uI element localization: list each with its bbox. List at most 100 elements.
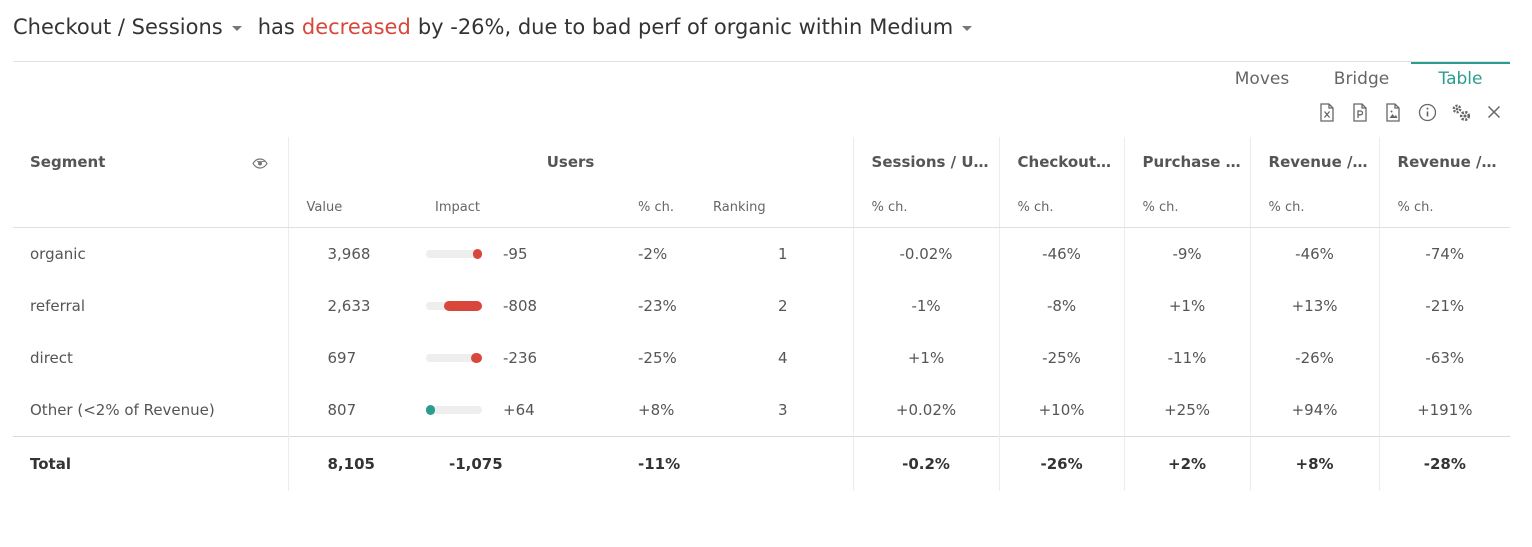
ranking-subheader[interactable]: Ranking (713, 187, 854, 228)
pct-change-subheader[interactable]: % ch. (598, 187, 713, 228)
impact-value: -236 (503, 349, 538, 367)
dimension-selector[interactable]: Medium (869, 15, 973, 39)
impact-value: -95 (503, 245, 528, 263)
users-value: 697 (287, 332, 417, 384)
headline-trend-word: decreased (301, 15, 411, 39)
impact-cell: -95 (417, 228, 598, 281)
metric-pct-revenue-2: +191% (1378, 384, 1511, 437)
image-export-icon[interactable] (1382, 101, 1404, 123)
metric-selector-label: Checkout / Sessions (13, 15, 223, 39)
metric-pct-revenue-1: +13% (1249, 280, 1380, 332)
segment-header-label: Segment (30, 153, 106, 171)
info-icon[interactable] (1416, 101, 1438, 123)
total-metric-purchase: +2% (1123, 436, 1251, 491)
segment-name[interactable]: referral (30, 297, 86, 315)
users-value: 3,968 (287, 227, 417, 280)
tab-table[interactable]: Table (1411, 62, 1510, 98)
eye-icon[interactable] (251, 155, 268, 173)
users-value: 807 (287, 384, 417, 437)
chevron-down-icon (231, 26, 242, 31)
segment-table: Segment Users Sessions / U… Checkout… Pu… (13, 137, 1511, 491)
tab-bridge[interactable]: Bridge (1333, 69, 1390, 89)
total-ranking-empty (713, 436, 854, 491)
total-metric-revenue-1: +8% (1249, 436, 1380, 491)
metric-pct-revenue-1: -26% (1249, 332, 1380, 384)
metric-pct-revenue-1: -46% (1249, 227, 1380, 280)
metric-pct-purchase: -11% (1123, 332, 1251, 384)
header-divider (13, 61, 1510, 62)
impact-bar (426, 353, 482, 363)
total-metric-checkout: -26% (998, 436, 1125, 491)
total-metric-revenue-2: -28% (1378, 436, 1511, 491)
impact-value: -808 (503, 297, 538, 315)
close-icon[interactable] (1483, 101, 1505, 123)
metric-pct-revenue-2: -74% (1378, 227, 1511, 280)
metric-selector[interactable]: Checkout / Sessions (13, 15, 242, 39)
ranking-value: 1 (778, 245, 788, 263)
metric-header-checkout[interactable]: Checkout… (998, 137, 1125, 187)
metric-header-revenue-1[interactable]: Revenue /… (1249, 137, 1380, 187)
metric-header-revenue-2[interactable]: Revenue /… (1378, 137, 1511, 187)
impact-bar (426, 301, 482, 311)
metric-pct-sessions-per-user: +0.02% (852, 384, 1000, 437)
total-row: Total 8,105 -1,075 -11% -0.2% -26% +2% +8% -28% (13, 436, 1511, 491)
metric-header-purchase[interactable]: Purchase … (1123, 137, 1251, 187)
powerpoint-export-icon[interactable] (1349, 101, 1371, 123)
tab-moves[interactable]: Moves (1234, 69, 1290, 89)
pct-change-subheader[interactable]: % ch. (998, 187, 1125, 228)
users-pct-change: -25% (638, 349, 677, 367)
impact-subheader[interactable]: Impact (417, 187, 598, 228)
impact-value: +64 (503, 401, 535, 419)
metric-pct-checkout: +10% (998, 384, 1125, 437)
total-impact: -1,075 (417, 436, 598, 491)
excel-export-icon[interactable] (1316, 101, 1338, 123)
pct-change-subheader[interactable]: % ch. (1378, 187, 1511, 228)
collapse-minus-icon[interactable] (256, 161, 266, 162)
total-pct-change: -11% (598, 436, 713, 491)
analysis-headline: Checkout / Sessions has decreased by -26… (13, 12, 973, 42)
total-value: 8,105 (287, 436, 417, 491)
metric-pct-sessions-per-user: -0.02% (852, 227, 1000, 280)
table-row[interactable]: Other (<2% of Revenue) 807 +64 +8% 3 +0.02% +1… (13, 384, 1511, 437)
metric-pct-sessions-per-user: -1% (852, 280, 1000, 332)
segment-name[interactable]: Other (<2% of Revenue) (30, 401, 215, 419)
headline-explanation: by -26%, due to bad perf of organic with… (417, 15, 863, 39)
metric-pct-purchase: +1% (1123, 280, 1251, 332)
total-label: Total (13, 436, 288, 491)
segment-name[interactable]: direct (30, 349, 73, 367)
segment-name[interactable]: organic (30, 245, 86, 263)
table-row[interactable]: referral 2,633 -808 -23% 2 -1% -8% +1% +13% -21% (13, 280, 1511, 332)
metric-pct-revenue-2: -21% (1378, 280, 1511, 332)
impact-cell: -236 (417, 332, 598, 384)
metric-pct-checkout: -25% (998, 332, 1125, 384)
metric-pct-purchase: +25% (1123, 384, 1251, 437)
metric-pct-purchase: -9% (1123, 227, 1251, 280)
users-value: 2,633 (287, 280, 417, 332)
view-tabs: Moves Bridge Table (1212, 62, 1510, 96)
pct-change-subheader[interactable]: % ch. (852, 187, 1000, 228)
impact-bar-fill (471, 353, 482, 363)
metric-pct-checkout: -46% (998, 227, 1125, 280)
segment-subheader-empty (13, 187, 288, 228)
metric-pct-checkout: -8% (998, 280, 1125, 332)
ranking-value: 2 (778, 297, 788, 315)
ranking-value: 3 (778, 401, 788, 419)
impact-bar-fill (426, 405, 435, 415)
settings-gears-icon[interactable] (1450, 101, 1472, 123)
table-row[interactable]: organic 3,968 -95 -2% 1 -0.02% -46% -9% -46% -74% (13, 227, 1511, 281)
table-row[interactable]: direct 697 -236 -25% 4 +1% -25% -11% -26% -63% (13, 332, 1511, 384)
impact-cell: -808 (417, 280, 598, 332)
impact-cell: +64 (417, 384, 598, 437)
total-metric-sessions-per-user: -0.2% (852, 436, 1000, 491)
headline-has: has (257, 15, 295, 39)
users-pct-change: -23% (638, 297, 677, 315)
metric-pct-revenue-1: +94% (1249, 384, 1380, 437)
metric-header-sessions-per-user[interactable]: Sessions / U… (852, 137, 1000, 187)
value-subheader[interactable]: Value (287, 187, 417, 228)
users-group-header: Users (287, 137, 854, 187)
pct-change-subheader[interactable]: % ch. (1249, 187, 1380, 228)
pct-change-subheader[interactable]: % ch. (1123, 187, 1251, 228)
segment-column-header: Segment (13, 137, 288, 187)
impact-bar (426, 249, 482, 259)
chevron-down-icon (962, 26, 973, 31)
